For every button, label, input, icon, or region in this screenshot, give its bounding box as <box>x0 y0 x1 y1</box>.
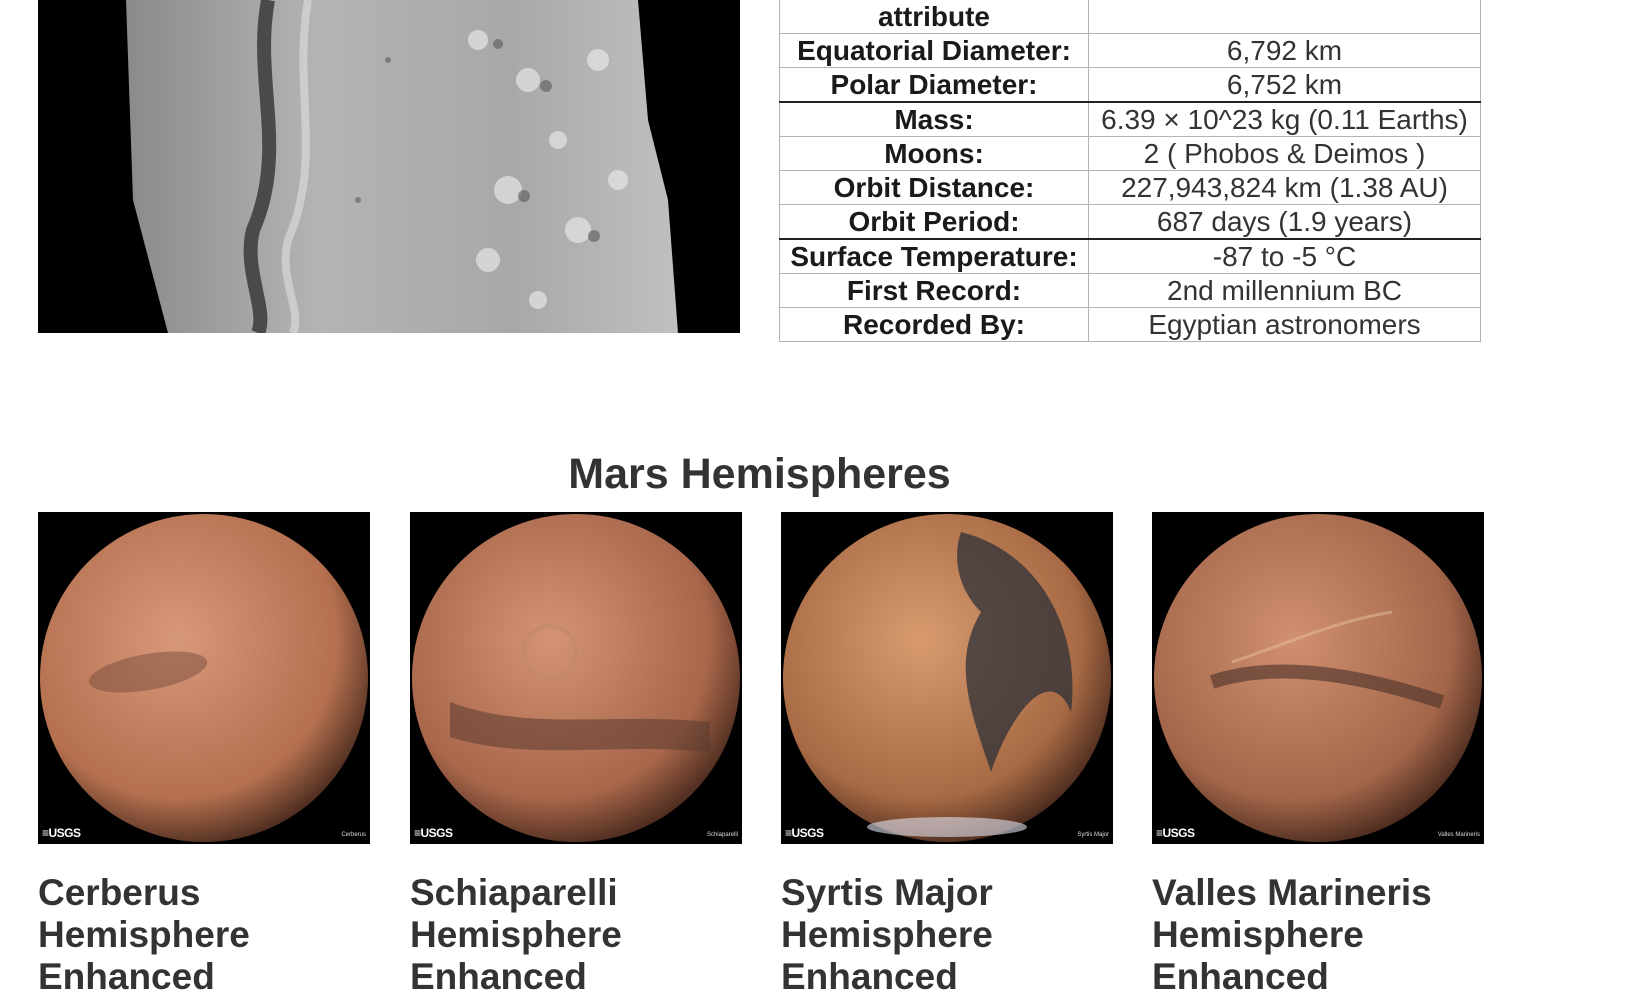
facts-row: Orbit Period: 687 days (1.9 years) <box>779 204 1481 240</box>
facts-row: Surface Temperature: -87 to -5 °C <box>779 238 1481 274</box>
fact-label: Polar Diameter: <box>779 67 1089 103</box>
facts-row: First Record: 2nd millennium BC <box>779 273 1481 308</box>
hemisphere-thumbnail[interactable]: ≡USGS Valles Marineris <box>1152 512 1484 844</box>
fact-label: Orbit Period: <box>779 204 1089 240</box>
hemisphere-thumbnail[interactable]: ≡USGS Syrtis Major <box>781 512 1113 844</box>
fact-value <box>1088 0 1481 34</box>
fact-value: 6,792 km <box>1088 33 1481 68</box>
hemisphere-card[interactable]: ≡USGS Syrtis Major Syrtis Major Hemisphere… <box>781 512 1113 998</box>
fact-value: -87 to -5 °C <box>1088 238 1481 274</box>
fact-value: 227,943,824 km (1.38 AU) <box>1088 170 1481 205</box>
fact-label: Surface Temperature: <box>779 238 1089 274</box>
hemispheres-grid: ≡USGS Cerberus Cerberus Hemisphere Enhance… <box>38 512 1484 997</box>
mars-globe-image <box>410 512 742 844</box>
image-caption: Syrtis Major <box>1077 832 1109 838</box>
fact-label: Equatorial Diameter: <box>779 33 1089 68</box>
mars-globe-image <box>38 512 370 844</box>
hemisphere-card[interactable]: ≡USGS Valles Marineris Valles Marineris He… <box>1152 512 1484 998</box>
fact-label: Orbit Distance: <box>779 170 1089 205</box>
mars-globe-image <box>1152 512 1484 844</box>
usgs-logo: ≡USGS <box>42 826 81 840</box>
image-caption: Schiaparelli <box>706 832 738 838</box>
image-caption: Valles Marineris <box>1437 832 1480 838</box>
mars-facts-table: attribute Equatorial Diameter: 6,792 km Pol… <box>779 0 1481 342</box>
hemisphere-thumbnail[interactable]: ≡USGS Cerberus <box>38 512 370 844</box>
facts-row: Orbit Distance: 227,943,824 km (1.38 AU) <box>779 170 1481 205</box>
facts-row: Equatorial Diameter: 6,792 km <box>779 33 1481 68</box>
hemisphere-title[interactable]: Schiaparelli Hemisphere Enhanced <box>410 872 622 997</box>
mars-surface-image <box>38 0 740 333</box>
fact-value: 2 ( Phobos & Deimos ) <box>1088 136 1481 171</box>
fact-label: Recorded By: <box>779 307 1089 342</box>
fact-value: 6.39 × 10^23 kg (0.11 Earths) <box>1088 101 1481 137</box>
featured-image <box>38 0 740 333</box>
hemisphere-title[interactable]: Cerberus Hemisphere Enhanced <box>38 872 250 997</box>
facts-row: attribute <box>779 0 1481 34</box>
hemispheres-title: Mars Hemispheres <box>568 450 951 498</box>
facts-row: Polar Diameter: 6,752 km <box>779 67 1481 103</box>
usgs-logo: ≡USGS <box>414 826 453 840</box>
fact-value: 6,752 km <box>1088 67 1481 103</box>
fact-label: attribute <box>779 0 1089 34</box>
fact-label: Mass: <box>779 101 1089 137</box>
fact-value: Egyptian astronomers <box>1088 307 1481 342</box>
fact-label: Moons: <box>779 136 1089 171</box>
usgs-logo: ≡USGS <box>785 826 824 840</box>
hemisphere-title[interactable]: Valles Marineris Hemisphere Enhanced <box>1152 872 1432 997</box>
facts-row: Recorded By: Egyptian astronomers <box>779 307 1481 342</box>
fact-value: 2nd millennium BC <box>1088 273 1481 308</box>
hemisphere-card[interactable]: ≡USGS Cerberus Cerberus Hemisphere Enhance… <box>38 512 370 998</box>
fact-label: First Record: <box>779 273 1089 308</box>
fact-value: 687 days (1.9 years) <box>1088 204 1481 240</box>
image-caption: Cerberus <box>341 832 366 838</box>
hemisphere-title[interactable]: Syrtis Major Hemisphere Enhanced <box>781 872 993 997</box>
hemisphere-thumbnail[interactable]: ≡USGS Schiaparelli <box>410 512 742 844</box>
usgs-logo: ≡USGS <box>1156 826 1195 840</box>
mars-globe-image <box>781 512 1113 844</box>
facts-row: Mass: 6.39 × 10^23 kg (0.11 Earths) <box>779 101 1481 137</box>
facts-row: Moons: 2 ( Phobos & Deimos ) <box>779 136 1481 171</box>
hemisphere-card[interactable]: ≡USGS Schiaparelli Schiaparelli Hemisphere… <box>410 512 742 998</box>
